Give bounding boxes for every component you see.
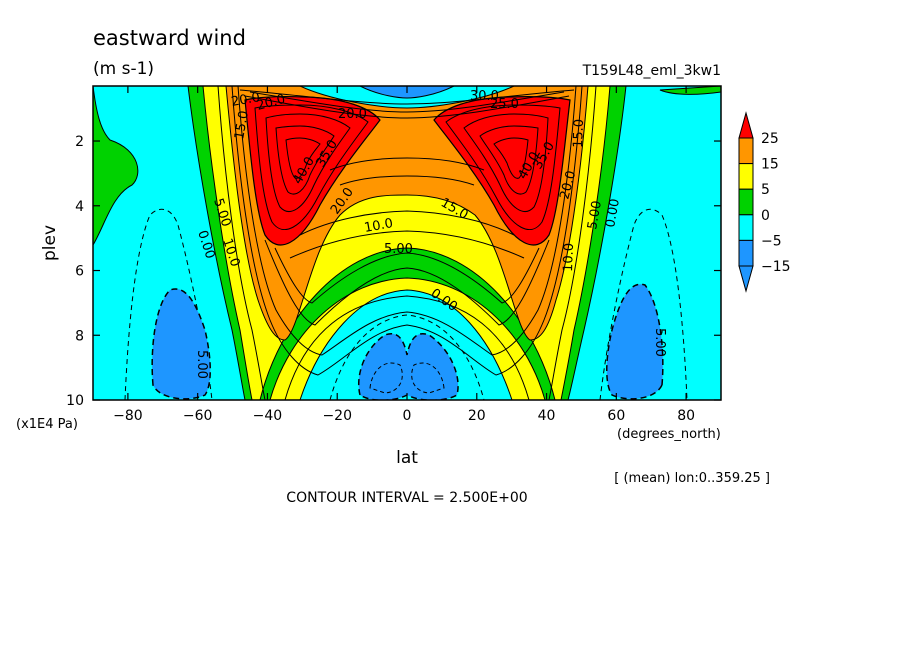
upper-dense-contours: [239, 89, 575, 119]
colorbar-top-arrow: [738, 111, 754, 139]
chart-units: (m s-1): [93, 59, 154, 79]
averaging-note: [ (mean) lon:0..359.25 ]: [614, 471, 770, 486]
contour-label: 5.00: [652, 328, 667, 357]
jet-contours-nh: [445, 104, 561, 231]
x-axis-title: lat: [396, 448, 418, 468]
y-axis-units: (x1E4 Pa): [16, 417, 78, 432]
contour-label: 10.0: [561, 243, 577, 272]
colorbar-label: 15: [761, 157, 779, 173]
colorbar-band: [738, 239, 754, 267]
x-tick-label: 60: [607, 408, 625, 424]
x-tick-label: −40: [253, 408, 283, 424]
contour-label: 20.0: [230, 90, 261, 110]
jet-contours-sh: [254, 104, 369, 231]
y-tick-label: 4: [75, 199, 84, 215]
colorbar-band: [738, 163, 754, 190]
y-axis-title: plev: [40, 225, 60, 261]
contour-label: 5.00: [585, 200, 605, 231]
y-tick-label: 8: [75, 328, 84, 344]
colorbar-bottom-arrow: [738, 265, 754, 293]
x-axis: −80 −60 −40 −20 0 20 40 60 80: [113, 86, 695, 424]
contour-label: 5.00: [384, 242, 413, 257]
contour-label: 15.0: [232, 110, 252, 141]
colorbar-label: −5: [761, 233, 782, 249]
x-tick-label: 20: [468, 408, 486, 424]
colorbar-band: [738, 188, 754, 216]
chart-title: eastward wind: [93, 26, 246, 50]
x-axis-units: (degrees_north): [617, 427, 721, 442]
contour-label: 5.00: [194, 350, 209, 379]
colorbar-label: 5: [761, 182, 770, 198]
x-tick-label: 40: [538, 408, 556, 424]
contour-label: 15.0: [571, 119, 587, 148]
x-tick-label: −80: [113, 408, 143, 424]
dataset-label: T159L48_eml_3kw1: [582, 63, 721, 79]
contour-label: 20.0: [338, 107, 367, 122]
y-axis: 2 4 6 8 10: [66, 134, 721, 409]
contour-label: 10.0: [363, 216, 394, 236]
x-tick-label: 80: [677, 408, 695, 424]
colorbar-label: 0: [761, 208, 770, 224]
y-tick-label: 6: [75, 264, 84, 280]
y-tick-label: 10: [66, 393, 84, 409]
band-equatorial-cyan: [299, 289, 513, 400]
contour-label: 20.0: [255, 92, 287, 114]
contour-label: 0.00: [603, 198, 623, 229]
colorbar-label: 25: [761, 131, 779, 147]
contour-label: 20.0: [557, 169, 579, 201]
y-tick-label: 2: [75, 134, 84, 150]
colorbar-band: [738, 137, 754, 165]
contour-interval-note: CONTOUR INTERVAL = 2.500E+00: [286, 490, 527, 506]
x-tick-label: −20: [322, 408, 352, 424]
band-0-5-left-patch: [93, 86, 139, 246]
interior-contours: [217, 86, 597, 400]
polar-easterlies-nh: [606, 283, 664, 400]
dashed-contours: [124, 208, 688, 400]
contour-label: 25.0: [490, 97, 519, 112]
colorbar: 25 15 5 0 −5 −15: [738, 111, 791, 293]
x-tick-label: 0: [403, 408, 412, 424]
x-tick-label: −60: [183, 408, 213, 424]
colorbar-band: [738, 214, 754, 241]
equatorial-inner-dashed: [369, 362, 445, 394]
polar-easterlies-sh: [151, 288, 211, 400]
colorbar-label: −15: [761, 259, 791, 275]
plot-area: 15.0 20.0 35.0 40.0 0.00 5.00 10.0 20.0 …: [93, 86, 721, 400]
